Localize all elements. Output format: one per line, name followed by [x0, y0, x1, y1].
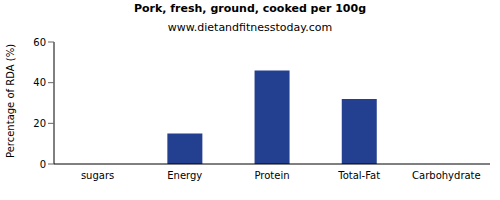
svg-text:Carbohydrate: Carbohydrate — [412, 170, 481, 181]
svg-text:Total-Fat: Total-Fat — [337, 170, 380, 181]
svg-text:Energy: Energy — [167, 170, 202, 181]
svg-text:60: 60 — [33, 37, 46, 48]
svg-text:40: 40 — [33, 77, 46, 88]
svg-text:Percentage of RDA (%): Percentage of RDA (%) — [8, 44, 16, 158]
svg-text:Protein: Protein — [254, 170, 289, 181]
html-text:Pork, fresh, ground, cooked pe: Pork, fresh, ground, cooked per 100g — [134, 2, 366, 15]
svg-text:sugars: sugars — [81, 170, 114, 181]
svg-text:20: 20 — [33, 118, 46, 129]
html-text:www.dietandfitnesstoday.com: www.dietandfitnesstoday.com — [167, 21, 333, 34]
svg-text:0: 0 — [40, 159, 46, 170]
